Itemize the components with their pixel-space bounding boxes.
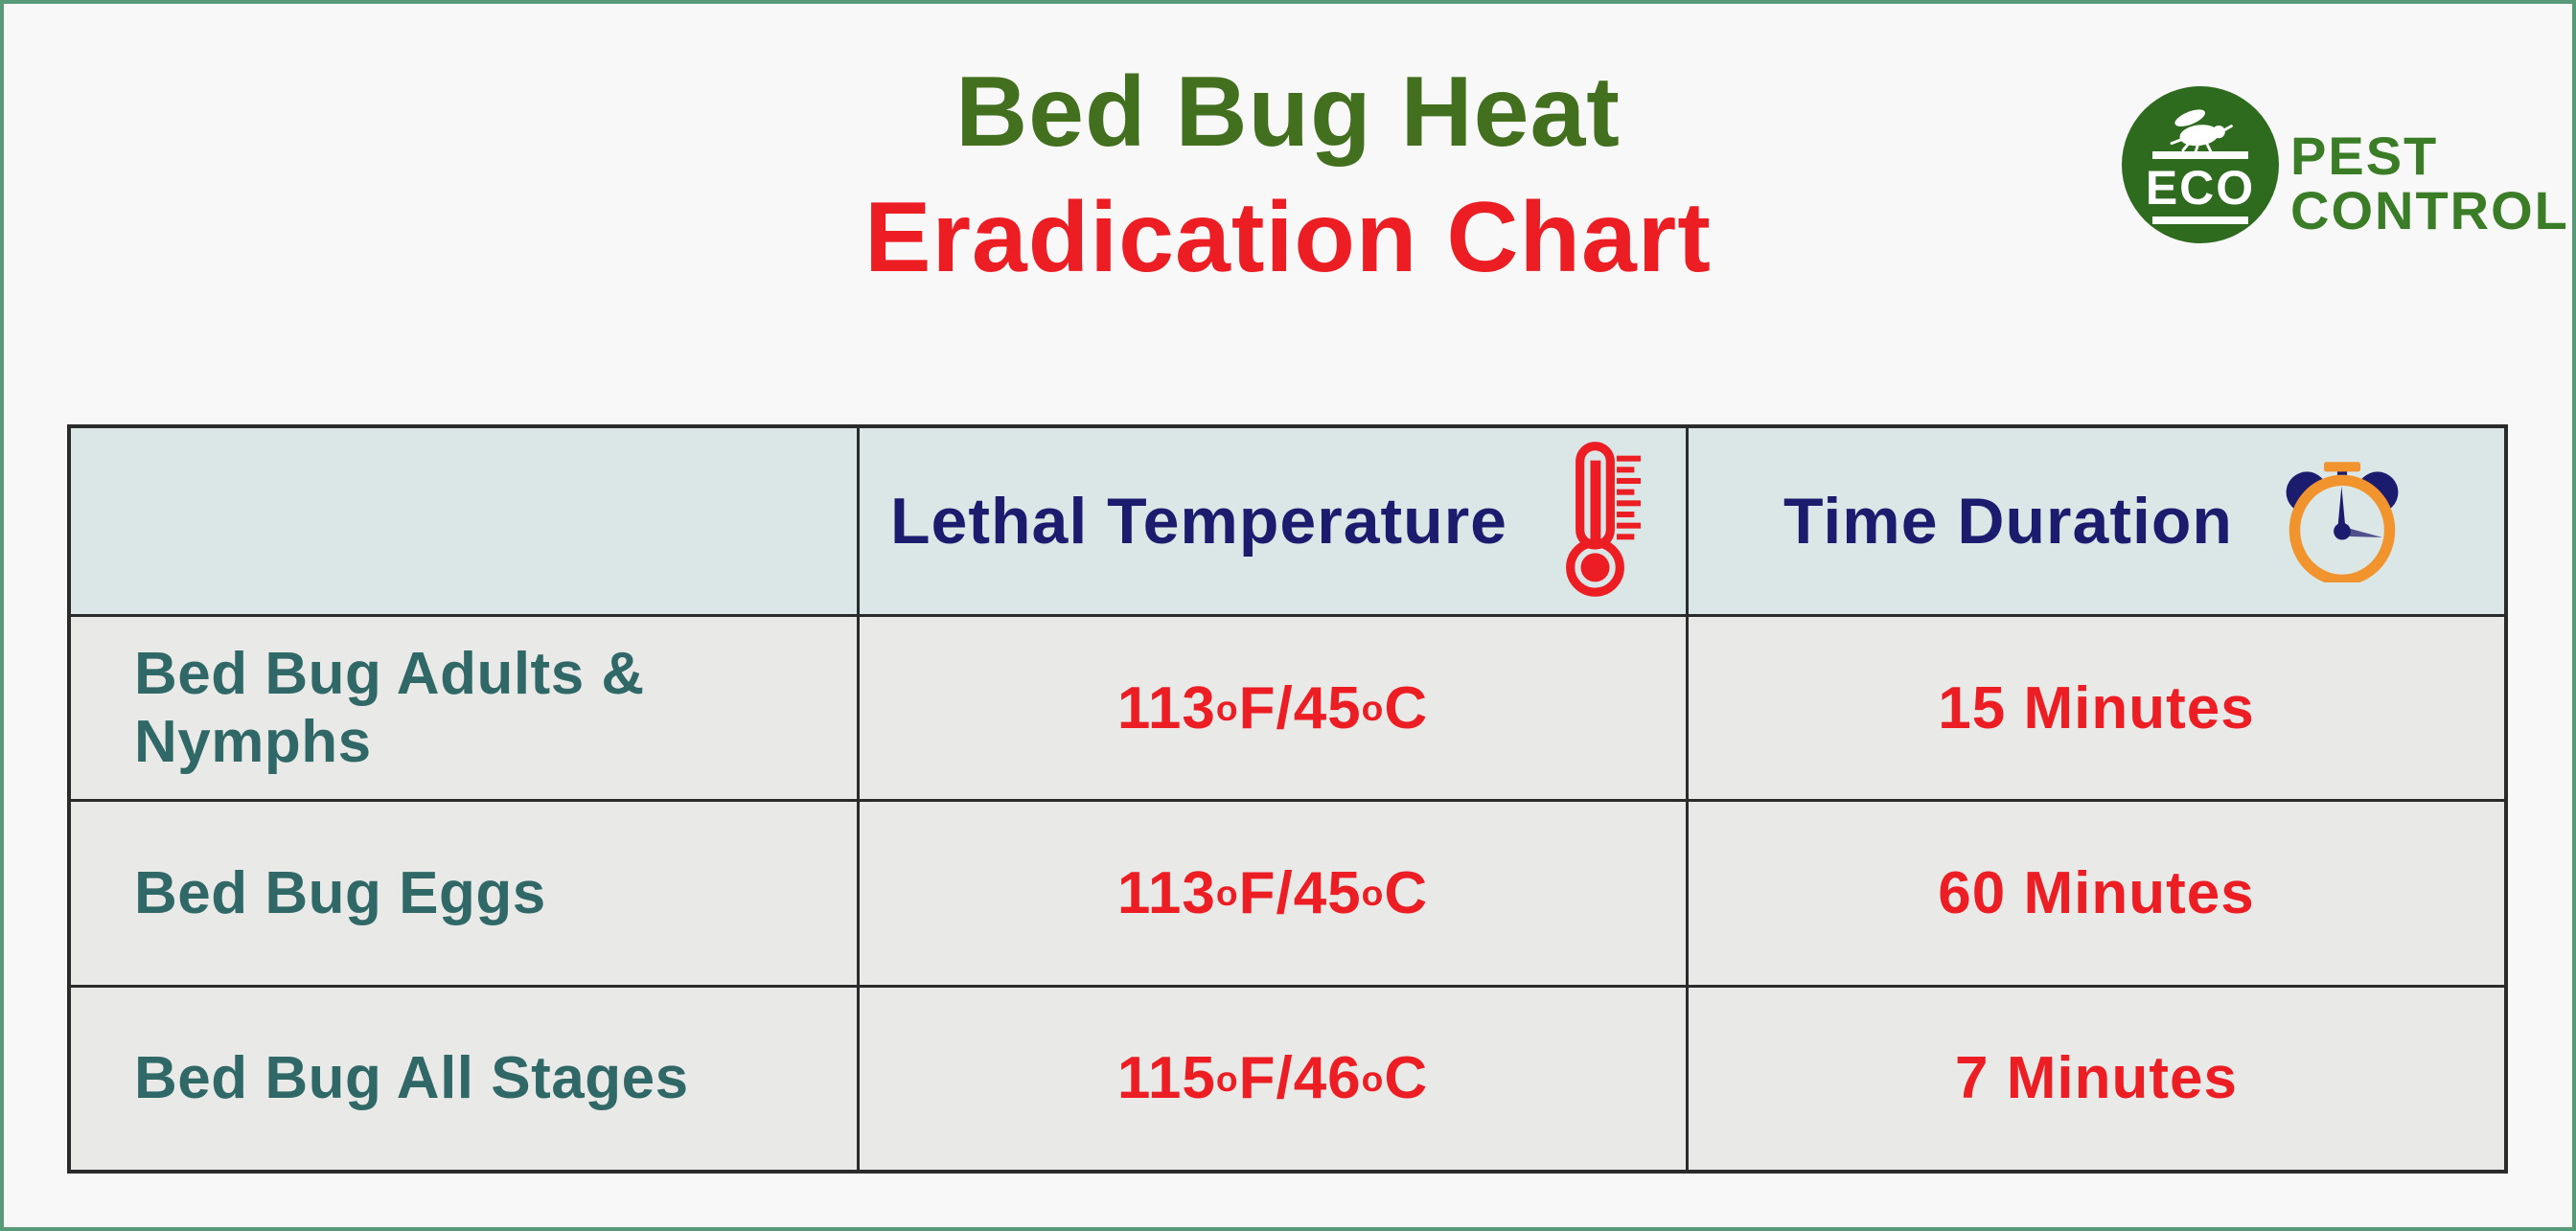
temperature-cell-adults-nymphs: 113 o F/45 o C [860, 617, 1686, 800]
logo-eco-text: ECO [2145, 161, 2256, 215]
logo-brand-text: PEST CONTROL [2290, 128, 2569, 238]
stage-cell-adults-nymphs: Bed Bug Adults & Nymphs [71, 617, 857, 800]
logo-bottom-bar [2152, 217, 2248, 224]
title-line-1: Bed Bug Heat [955, 57, 1621, 168]
stage-cell-all-stages: Bed Bug All Stages [71, 987, 857, 1170]
alarm-clock-icon [2275, 461, 2409, 582]
page-title: Bed Bug Heat Eradication Chart [0, 50, 2576, 301]
duration-cell-adults-nymphs: 15 Minutes [1689, 617, 2504, 800]
logo-top-bar [2152, 151, 2248, 159]
thermometer-icon [1550, 441, 1655, 602]
header-cell-time-duration: Time Duration [1689, 428, 2504, 614]
eco-pest-control-logo: ECO PEST CONTROL [2122, 86, 2569, 243]
eradication-table: Lethal Temperature Time Duration [67, 424, 2508, 1174]
temperature-cell-eggs: 113 o F/45 o C [860, 802, 1686, 985]
lethal-temperature-header-label: Lethal Temperature [889, 485, 1507, 558]
logo-badge: ECO [2122, 86, 2279, 243]
bug-icon [2163, 105, 2238, 151]
temperature-cell-all-stages: 115 o F/46 o C [860, 987, 1686, 1170]
logo-brand-line-2: CONTROL [2290, 180, 2569, 241]
duration-cell-all-stages: 7 Minutes [1689, 987, 2504, 1170]
title-line-2: Eradication Chart [864, 182, 1712, 294]
header-cell-blank [71, 428, 857, 614]
duration-cell-eggs: 60 Minutes [1689, 802, 2504, 985]
header-cell-lethal-temperature: Lethal Temperature [860, 428, 1686, 614]
time-duration-header-label: Time Duration [1783, 485, 2233, 558]
stage-cell-eggs: Bed Bug Eggs [71, 802, 857, 985]
logo-brand-line-1: PEST [2290, 125, 2439, 186]
